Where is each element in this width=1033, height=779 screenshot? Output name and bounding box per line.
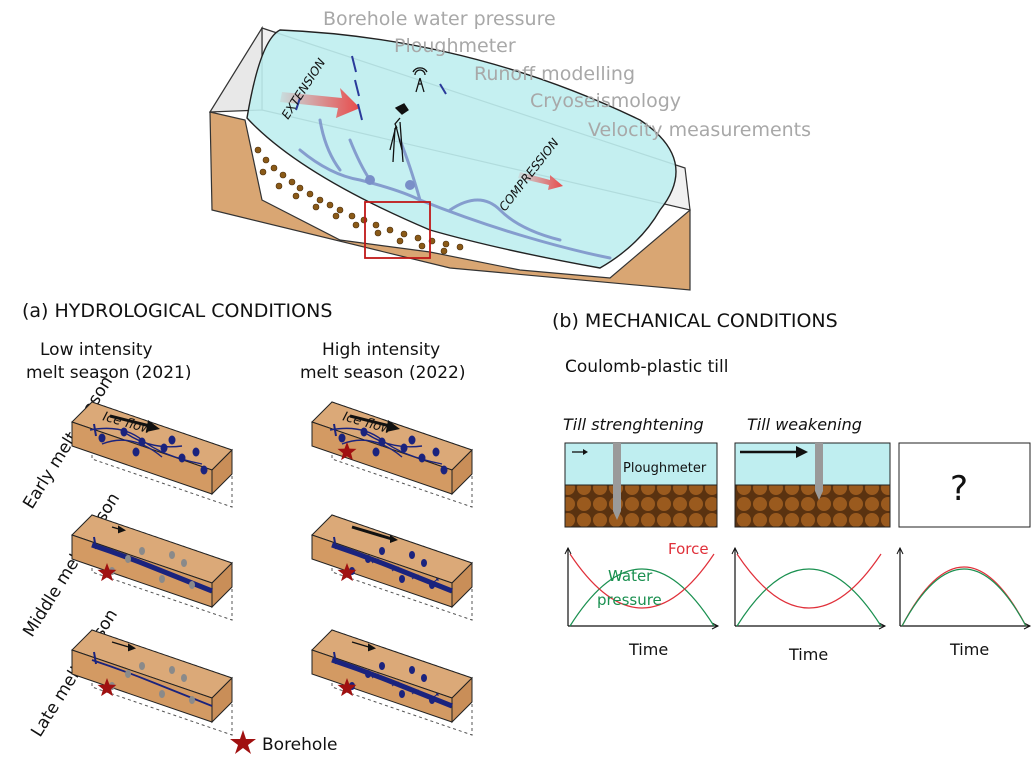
col-till-weakening: Till weakening <box>747 415 862 434</box>
water-pressure-curve <box>569 568 715 627</box>
label-borehole-pressure: Borehole water pressure <box>323 8 556 30</box>
instrument-mast <box>389 67 428 163</box>
unknown-mark: ? <box>950 469 968 509</box>
water-label-1: Water <box>608 567 653 585</box>
glacier-block: EXTENSION COMPRESSION <box>208 25 691 291</box>
water-pressure-curve <box>901 568 1027 627</box>
hydrology-block <box>71 629 233 736</box>
panel-b-title: (b) MECHANICAL CONDITIONS <box>552 310 838 332</box>
borehole-star-icon <box>337 442 357 461</box>
till-box-strengthening: Ploughmeter <box>564 442 718 528</box>
force-curve <box>736 553 882 609</box>
time-plot <box>896 546 1032 630</box>
till-box-weakening <box>734 442 891 528</box>
label-ploughmeter: Ploughmeter <box>394 35 516 57</box>
high-title-2: melt season (2022) <box>300 363 466 383</box>
panel-b-subtitle: Coulomb-plastic till <box>565 357 728 377</box>
hydrology-block <box>71 514 233 621</box>
borehole-star-icon <box>337 563 357 582</box>
time-label-1: Time <box>628 640 668 659</box>
borehole-star-icon <box>97 678 117 697</box>
label-cryoseismology: Cryoseismology <box>530 90 681 112</box>
panel-a-title: (a) HYDROLOGICAL CONDITIONS <box>22 300 332 322</box>
hydrology-block <box>311 629 473 736</box>
time-plot <box>731 546 887 630</box>
legend-borehole: Borehole <box>262 735 338 755</box>
force-label: Force <box>668 540 709 558</box>
time-label-3: Time <box>949 640 989 659</box>
label-velocity: Velocity measurements <box>588 119 811 141</box>
time-label-2: Time <box>788 645 828 664</box>
force-pressure-plots <box>564 546 1032 630</box>
extension-arrow <box>280 88 360 118</box>
high-title-1: High intensity <box>322 340 440 360</box>
compression-arrow <box>518 172 563 190</box>
borehole-star-icon <box>230 730 256 754</box>
time-plot <box>564 546 720 630</box>
low-title-1: Low intensity <box>40 340 153 360</box>
water-label-2: pressure <box>597 591 662 609</box>
zoom-box <box>364 201 431 259</box>
borehole-star-icon <box>337 678 357 697</box>
debris-layer <box>254 146 464 255</box>
hydrology-block: Ice flow <box>311 401 473 508</box>
hydrology-blocks: Ice flow Ice flow <box>71 401 473 736</box>
hydrology-block: Ice flow <box>71 401 233 508</box>
force-curve <box>569 553 715 609</box>
hydrology-block <box>311 514 473 621</box>
borehole-star-icon <box>97 563 117 582</box>
label-runoff: Runoff modelling <box>474 63 635 85</box>
ploughmeter-label: Ploughmeter <box>623 461 707 476</box>
low-title-2: melt season (2021) <box>26 363 192 383</box>
water-pressure-curve <box>736 568 882 627</box>
till-box-unknown: ? <box>898 442 1031 528</box>
crevasses <box>295 55 447 121</box>
col-till-strengthening: Till strenghtening <box>563 415 704 434</box>
